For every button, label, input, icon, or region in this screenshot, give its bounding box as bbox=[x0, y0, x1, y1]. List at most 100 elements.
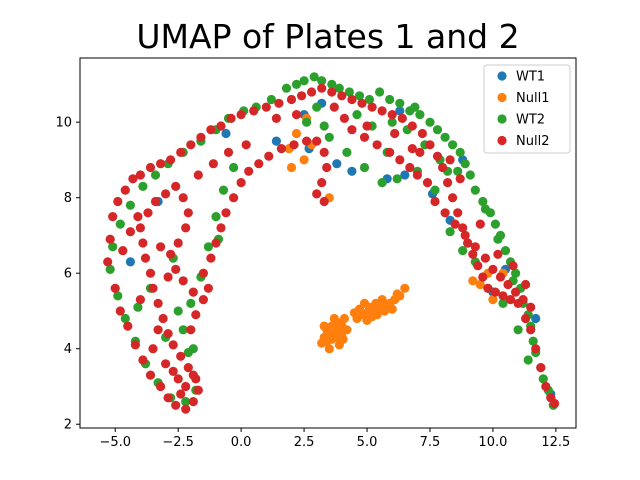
point-wt2-103 bbox=[173, 306, 183, 316]
point-null1-43 bbox=[299, 155, 309, 165]
point-null2-11 bbox=[186, 140, 196, 150]
point-null2-65 bbox=[171, 400, 181, 410]
point-null2-37 bbox=[443, 178, 453, 188]
legend-label-null1: Null1 bbox=[516, 91, 549, 106]
point-null1-12 bbox=[339, 313, 349, 324]
point-wt2-84 bbox=[458, 246, 468, 256]
point-null2-75 bbox=[153, 298, 163, 308]
point-null2-51 bbox=[526, 325, 536, 335]
point-null2-31 bbox=[397, 113, 407, 123]
point-null2-165 bbox=[521, 279, 531, 290]
point-null2-91 bbox=[178, 276, 188, 286]
point-wt2-14 bbox=[425, 117, 435, 127]
point-null2-120 bbox=[412, 170, 422, 180]
point-null2-129 bbox=[495, 272, 506, 282]
point-wt2-78 bbox=[359, 162, 370, 173]
point-null2-12 bbox=[196, 132, 206, 142]
point-null2-27 bbox=[357, 98, 367, 108]
point-null2-128 bbox=[488, 264, 498, 274]
point-wt2-19 bbox=[460, 159, 470, 169]
point-null2-61 bbox=[138, 355, 148, 365]
legend-label-wt2: WT2 bbox=[516, 113, 545, 128]
point-wt2-55 bbox=[138, 181, 148, 191]
point-wt2-72 bbox=[203, 242, 213, 252]
point-wt2-5 bbox=[334, 83, 344, 93]
point-wt2-21 bbox=[470, 185, 480, 195]
point-null2-56 bbox=[550, 398, 560, 409]
point-null2-10 bbox=[176, 147, 186, 157]
point-null2-14 bbox=[216, 121, 226, 131]
point-null2-112 bbox=[312, 189, 322, 199]
point-null2-78 bbox=[140, 253, 151, 263]
point-wt2-106 bbox=[133, 302, 143, 312]
point-null2-162 bbox=[475, 219, 485, 229]
point-null2-71 bbox=[176, 351, 186, 361]
point-null2-3 bbox=[113, 196, 123, 207]
x-tick-label: 12.5 bbox=[541, 435, 570, 450]
point-null2-102 bbox=[244, 166, 254, 176]
point-wt2-69 bbox=[178, 325, 188, 335]
point-null2-62 bbox=[145, 370, 156, 380]
point-null2-44 bbox=[478, 272, 488, 282]
point-wt2-8 bbox=[364, 94, 375, 105]
point-null2-152 bbox=[208, 159, 218, 169]
point-wt2-79 bbox=[377, 178, 387, 188]
point-null2-98 bbox=[216, 223, 226, 233]
point-null2-109 bbox=[319, 147, 329, 157]
point-wt2-44 bbox=[410, 102, 420, 112]
point-null2-4 bbox=[120, 185, 130, 195]
point-null2-161 bbox=[455, 174, 465, 184]
point-wt2-41 bbox=[493, 234, 503, 244]
point-null1-30 bbox=[400, 283, 410, 293]
point-wt2-26 bbox=[500, 246, 511, 256]
point-null2-124 bbox=[450, 219, 460, 229]
point-null2-63 bbox=[156, 381, 166, 392]
point-wt2-13 bbox=[415, 110, 425, 120]
point-wt2-61 bbox=[120, 313, 130, 324]
point-wt2-88 bbox=[513, 325, 523, 335]
point-null2-76 bbox=[148, 283, 158, 293]
point-null2-115 bbox=[359, 132, 370, 142]
point-wt2-99 bbox=[319, 121, 329, 131]
point-null2-64 bbox=[163, 393, 173, 403]
point-null2-42 bbox=[468, 249, 478, 259]
point-null2-101 bbox=[236, 178, 246, 188]
point-null2-97 bbox=[211, 238, 221, 248]
data-points bbox=[103, 72, 560, 414]
legend-marker-null2 bbox=[497, 135, 507, 146]
point-null2-52 bbox=[531, 344, 541, 354]
point-wt1-14 bbox=[221, 128, 231, 139]
x-tick-label: 5.0 bbox=[357, 435, 378, 450]
point-wt2-66 bbox=[181, 397, 191, 407]
x-axis: −5.0 −2.5 0.0 2.5 5.0 7.5 10.0 12.5 bbox=[99, 428, 570, 450]
point-null2-85 bbox=[178, 193, 188, 203]
point-null2-57 bbox=[110, 283, 120, 293]
point-wt2-16 bbox=[440, 132, 450, 142]
x-tick-label: 7.5 bbox=[420, 435, 441, 450]
point-wt2-0 bbox=[291, 79, 302, 89]
point-null2-163 bbox=[493, 249, 503, 259]
point-null2-0 bbox=[103, 257, 113, 267]
point-null2-84 bbox=[171, 181, 181, 191]
point-wt2-7 bbox=[354, 91, 365, 101]
point-null2-41 bbox=[463, 238, 473, 248]
point-null2-66 bbox=[181, 404, 191, 414]
y-axis: 2 4 6 8 10 bbox=[55, 116, 80, 433]
point-null2-150 bbox=[241, 140, 251, 150]
point-null2-26 bbox=[347, 94, 357, 105]
point-null2-117 bbox=[385, 147, 395, 157]
point-null2-81 bbox=[143, 208, 153, 218]
point-null1-18 bbox=[319, 321, 329, 331]
plot-frame bbox=[79, 57, 577, 429]
point-null2-32 bbox=[407, 121, 417, 131]
point-null2-45 bbox=[483, 283, 493, 293]
point-null2-110 bbox=[322, 162, 332, 173]
point-null2-29 bbox=[377, 106, 387, 116]
point-null2-5 bbox=[128, 174, 138, 184]
point-null2-156 bbox=[339, 113, 349, 123]
point-wt2-75 bbox=[229, 162, 239, 173]
point-null2-107 bbox=[302, 136, 312, 146]
point-wt2-94 bbox=[387, 117, 397, 127]
point-null2-96 bbox=[206, 253, 216, 263]
